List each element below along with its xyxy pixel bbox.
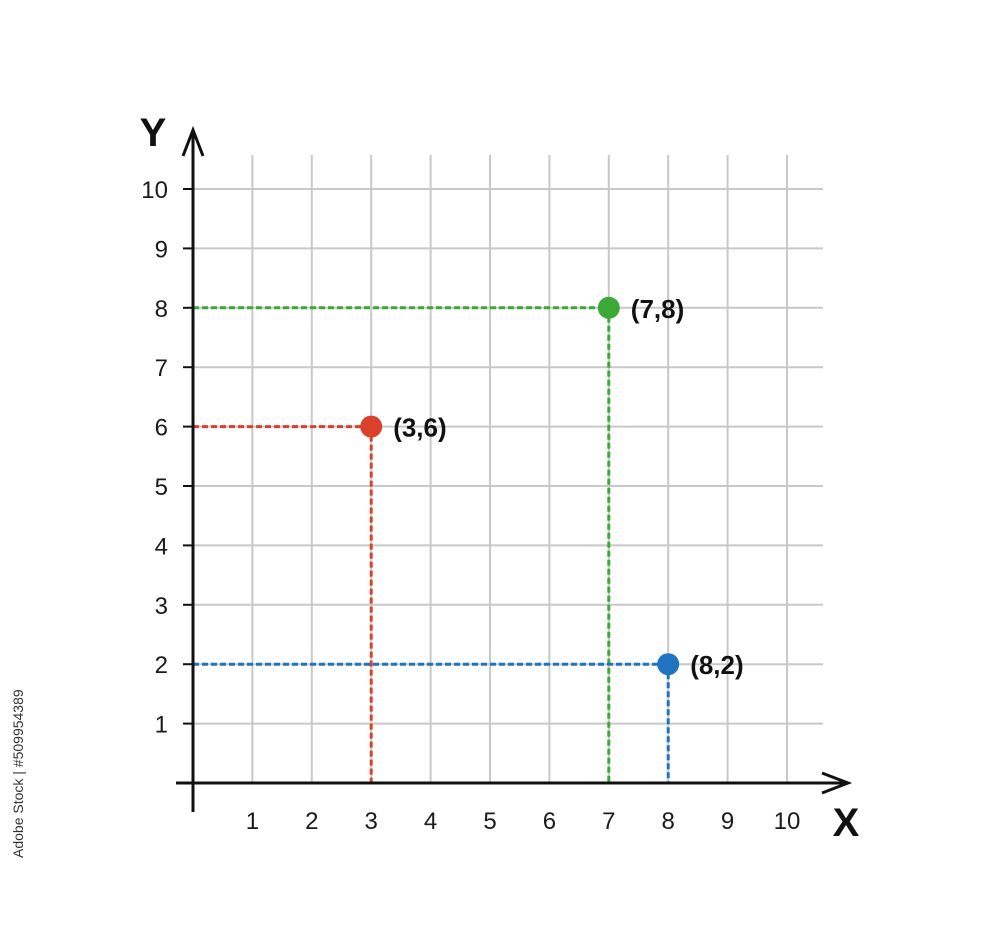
x-tick-label: 3	[365, 808, 378, 835]
x-tick-label: 8	[662, 808, 675, 835]
data-point	[360, 415, 383, 438]
axes	[176, 125, 853, 812]
y-axis-label: Y	[140, 111, 167, 155]
data-points: (3,6) (7,8) (8,2)	[360, 294, 744, 680]
guide-lines	[193, 306, 670, 783]
y-tick-labels: 1 2 3 4 5 6 7 8 9 10	[141, 177, 168, 739]
x-tick-label: 4	[424, 808, 437, 835]
x-axis-arrow	[821, 771, 853, 795]
x-tick-label: 10	[774, 808, 801, 835]
y-tick-label: 9	[155, 236, 168, 263]
y-tick-label: 7	[155, 355, 168, 382]
x-tick-label: 1	[246, 808, 259, 835]
y-tick-label: 8	[155, 296, 168, 323]
y-tick-label: 10	[141, 177, 168, 204]
y-tick-label: 4	[155, 533, 168, 560]
y-tick-label: 6	[155, 415, 168, 442]
point-label: (3,6)	[393, 413, 446, 443]
y-tick-label: 3	[155, 593, 168, 620]
y-tick-label: 5	[155, 474, 168, 501]
grid-lines	[183, 155, 823, 783]
data-point	[597, 296, 620, 319]
x-tick-label: 6	[543, 808, 556, 835]
x-tick-label: 2	[305, 808, 318, 835]
watermark-text: Adobe Stock | #509954389	[10, 689, 26, 858]
x-tick-label: 5	[483, 808, 496, 835]
x-axis-label: X	[833, 801, 860, 845]
x-tick-label: 9	[721, 808, 734, 835]
x-tick-labels: 1 2 3 4 5 6 7 8 9 10	[246, 808, 801, 835]
data-point	[657, 653, 680, 676]
y-axis-arrow	[181, 125, 205, 157]
point-label: (8,2)	[690, 650, 743, 680]
y-tick-label: 2	[155, 652, 168, 679]
x-tick-label: 7	[602, 808, 615, 835]
y-tick-label: 1	[155, 712, 168, 739]
point-label: (7,8)	[631, 294, 684, 324]
watermark: Adobe Stock | #509954389	[8, 689, 32, 860]
